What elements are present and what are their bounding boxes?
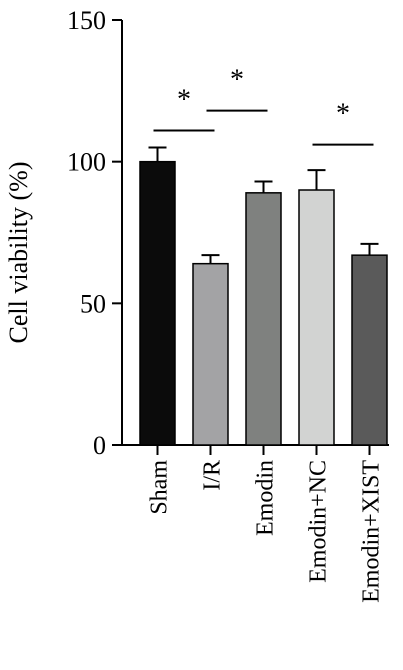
y-axis-label: Cell viability (%) (4, 162, 33, 344)
significance-star: * (177, 85, 191, 116)
y-tick-label: 0 (93, 431, 106, 460)
bar (245, 192, 282, 446)
significance-star: * (336, 99, 350, 130)
significance-group: * * * (153, 65, 374, 146)
y-tick-label: 150 (67, 6, 106, 35)
bar (298, 189, 335, 446)
bar (192, 262, 229, 446)
x-tick-label: Emodin (253, 460, 279, 536)
bar (139, 160, 176, 446)
y-tick-label: 50 (80, 289, 106, 318)
x-tick-label: I/R (200, 460, 226, 491)
bar (351, 254, 388, 446)
x-tick-label: Sham (147, 460, 173, 515)
axes: 0 50 100 150 Sham I/R Emodin Emodin+NC Emodin+XI… (67, 6, 389, 603)
x-tick-label: Emodin+XIST (359, 460, 385, 603)
significance-star: * (230, 65, 244, 96)
bars-group (139, 146, 388, 446)
x-tick-label: Emodin+NC (306, 460, 332, 583)
y-tick-label: 100 (67, 148, 106, 177)
